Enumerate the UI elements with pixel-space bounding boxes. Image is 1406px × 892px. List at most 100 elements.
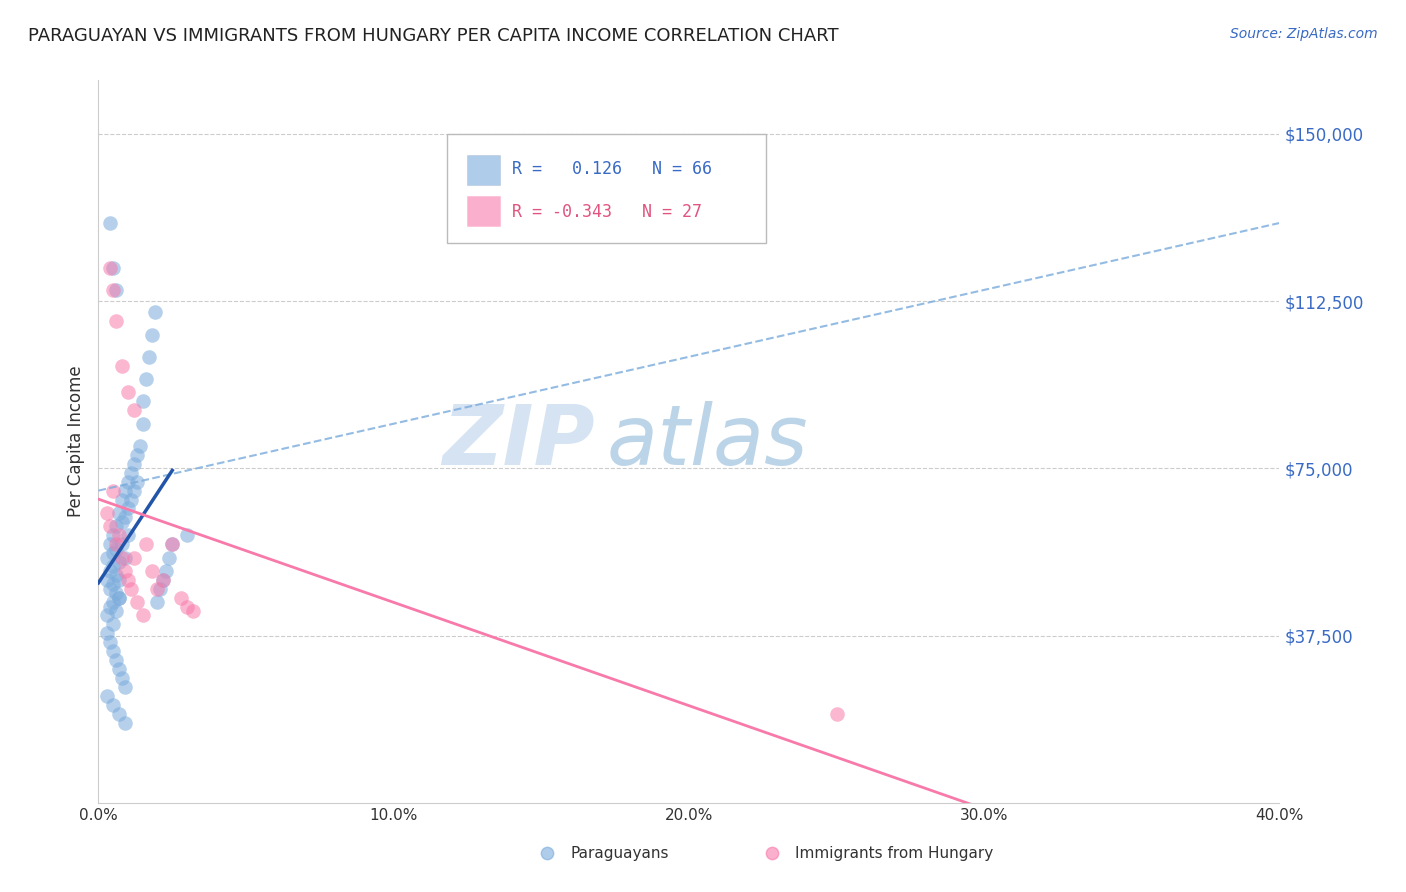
Point — [108, 706, 131, 721]
Point — [98, 599, 121, 614]
Text: R = -0.343   N = 27: R = -0.343 N = 27 — [512, 202, 702, 221]
Point — [132, 394, 155, 409]
Point — [103, 617, 125, 632]
Point — [96, 608, 118, 623]
Point — [155, 564, 177, 578]
Point — [120, 492, 142, 507]
Point — [114, 550, 136, 565]
Text: atlas: atlas — [606, 401, 808, 482]
Point — [108, 591, 131, 605]
Point — [152, 573, 174, 587]
Point — [96, 626, 118, 640]
Point — [105, 586, 128, 600]
Point — [103, 546, 125, 560]
Text: PARAGUAYAN VS IMMIGRANTS FROM HUNGARY PER CAPITA INCOME CORRELATION CHART: PARAGUAYAN VS IMMIGRANTS FROM HUNGARY PE… — [28, 27, 839, 45]
Point — [114, 680, 136, 694]
Point — [135, 372, 157, 386]
Point — [122, 550, 145, 565]
Point — [108, 555, 131, 569]
Point — [146, 595, 169, 609]
Point — [128, 439, 150, 453]
Point — [98, 519, 121, 533]
Text: Immigrants from Hungary: Immigrants from Hungary — [796, 846, 994, 861]
Point — [98, 564, 121, 578]
Point — [181, 604, 204, 618]
Text: Source: ZipAtlas.com: Source: ZipAtlas.com — [1230, 27, 1378, 41]
Point — [122, 483, 145, 498]
Point — [117, 573, 139, 587]
Point — [103, 283, 125, 297]
Point — [111, 515, 134, 529]
Point — [105, 541, 128, 556]
Point — [114, 483, 136, 498]
Point — [120, 466, 142, 480]
Point — [96, 573, 118, 587]
Point — [125, 475, 148, 489]
Point — [98, 216, 121, 230]
Point — [117, 501, 139, 516]
Point — [114, 510, 136, 524]
Point — [117, 475, 139, 489]
Point — [135, 537, 157, 551]
Text: ZIP: ZIP — [441, 401, 595, 482]
Point — [103, 260, 125, 275]
Point — [125, 448, 148, 462]
Bar — [467, 196, 501, 227]
Point — [114, 564, 136, 578]
Point — [103, 577, 125, 591]
Point — [105, 568, 128, 582]
Point — [122, 403, 145, 417]
Text: R =   0.126   N = 66: R = 0.126 N = 66 — [512, 161, 711, 178]
Point — [1209, 796, 1232, 810]
Point — [103, 483, 125, 498]
Point — [105, 604, 128, 618]
Point — [103, 595, 125, 609]
Point — [122, 457, 145, 471]
Point — [103, 698, 125, 712]
Point — [114, 715, 136, 730]
Point — [98, 582, 121, 596]
Point — [108, 506, 131, 520]
Point — [105, 537, 128, 551]
Point — [98, 635, 121, 649]
Point — [132, 417, 155, 431]
Point — [108, 662, 131, 676]
Point — [143, 305, 166, 319]
Point — [108, 528, 131, 542]
Point — [105, 519, 128, 533]
Point — [105, 653, 128, 667]
Point — [125, 595, 148, 609]
FancyBboxPatch shape — [447, 135, 766, 243]
Point — [157, 550, 180, 565]
Point — [111, 550, 134, 565]
Point — [103, 528, 125, 542]
Point — [170, 591, 193, 605]
Point — [117, 385, 139, 400]
Point — [138, 350, 160, 364]
Point — [111, 492, 134, 507]
Point — [162, 537, 183, 551]
Point — [103, 559, 125, 574]
Point — [152, 573, 174, 587]
Point — [96, 689, 118, 703]
Point — [825, 706, 848, 721]
Point — [105, 314, 128, 328]
Point — [141, 564, 163, 578]
Point — [176, 599, 198, 614]
Point — [98, 260, 121, 275]
Text: Paraguayans: Paraguayans — [571, 846, 669, 861]
Point — [149, 582, 172, 596]
Y-axis label: Per Capita Income: Per Capita Income — [66, 366, 84, 517]
Point — [103, 644, 125, 658]
Point — [146, 582, 169, 596]
Point — [96, 506, 118, 520]
Point — [132, 608, 155, 623]
Point — [111, 671, 134, 685]
Point — [141, 327, 163, 342]
Point — [111, 537, 134, 551]
Point — [108, 591, 131, 605]
Point — [176, 528, 198, 542]
Point — [98, 537, 121, 551]
Point — [111, 359, 134, 373]
Point — [162, 537, 183, 551]
